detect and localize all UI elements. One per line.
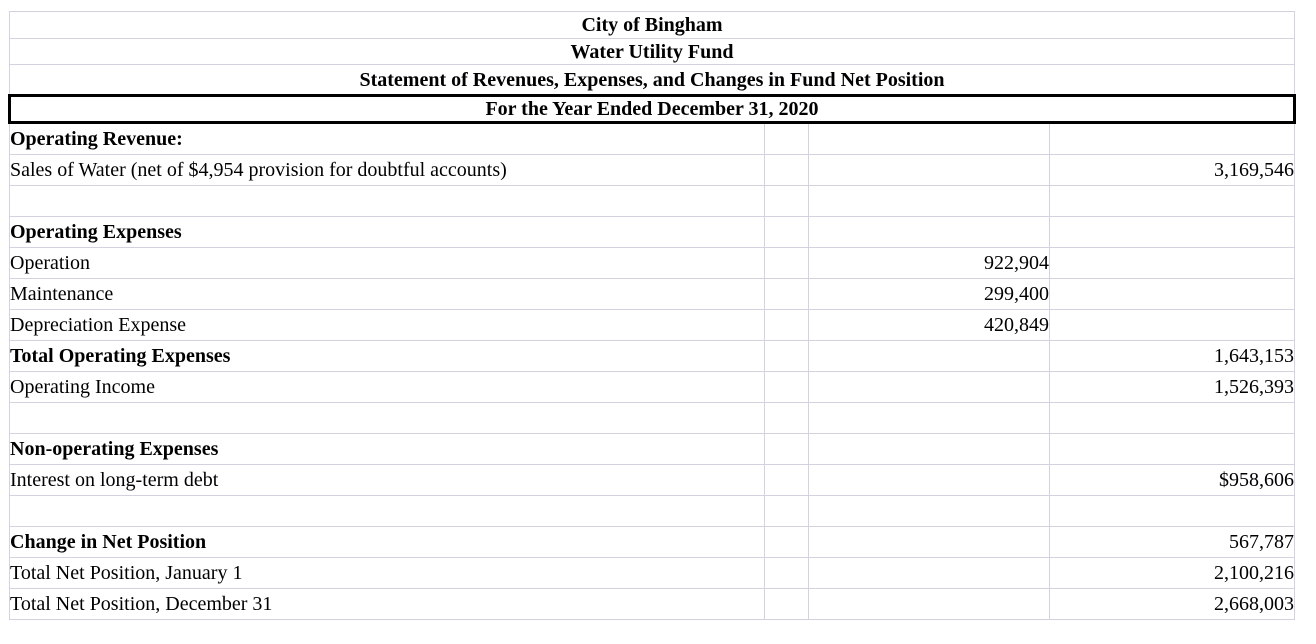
amount-cell-inner [808,154,1050,186]
row-blank [9,185,1295,217]
row-blank [9,402,1295,434]
row-label: Non-operating Expenses [9,433,765,465]
spacer-cell [764,216,809,248]
row-label: Interest on long-term debt [9,464,765,496]
amount-cell-outer: 567,787 [1049,526,1295,558]
spacer-cell [764,154,809,186]
row-total-operating-expenses: Total Operating Expenses 1,643,153 [9,340,1295,372]
amount-cell-inner [808,464,1050,496]
row-operating-expenses-header: Operating Expenses [9,216,1295,248]
title-row-fund: Water Utility Fund [9,38,1295,65]
row-operating-revenue-header: Operating Revenue: [9,122,1295,155]
row-depreciation-expense: Depreciation Expense 420,849 [9,309,1295,341]
row-interest-long-term-debt: Interest on long-term debt $958,606 [9,464,1295,496]
row-label: Total Net Position, January 1 [9,557,765,589]
spacer-cell [764,247,809,279]
amount-cell-inner [808,185,1050,217]
spacer-cell [764,402,809,434]
statement-table: City of Bingham Water Utility Fund State… [8,11,1296,620]
amount-cell-outer [1049,247,1295,279]
row-label: Depreciation Expense [9,309,765,341]
amount-cell-inner [808,557,1050,589]
amount-cell-outer [1049,278,1295,310]
row-label [9,185,765,217]
spacer-cell [764,371,809,403]
amount-cell-outer [1049,122,1295,155]
row-label [9,402,765,434]
spacer-cell [764,185,809,217]
amount-cell-inner [808,122,1050,155]
amount-cell-inner: 420,849 [808,309,1050,341]
spacer-cell [764,309,809,341]
row-blank [9,495,1295,527]
amount-cell-outer: 1,526,393 [1049,371,1295,403]
row-label: Operating Expenses [9,216,765,248]
title-row-entity: City of Bingham [9,11,1295,39]
amount-cell-outer: 1,643,153 [1049,340,1295,372]
row-label: Operating Revenue: [9,122,765,155]
amount-cell-outer: 2,668,003 [1049,588,1295,620]
row-maintenance: Maintenance 299,400 [9,278,1295,310]
amount-cell-inner [808,402,1050,434]
row-sales-of-water: Sales of Water (net of $4,954 provision … [9,154,1295,186]
spacer-cell [764,495,809,527]
amount-cell-outer [1049,495,1295,527]
amount-cell-inner: 922,904 [808,247,1050,279]
row-operation: Operation 922,904 [9,247,1295,279]
row-label [9,495,765,527]
entity-name: City of Bingham [9,11,1295,39]
amount-cell-outer: 2,100,216 [1049,557,1295,589]
row-label: Sales of Water (net of $4,954 provision … [9,154,765,186]
amount-cell-outer [1049,433,1295,465]
amount-cell-inner: 299,400 [808,278,1050,310]
amount-cell-inner [808,526,1050,558]
amount-cell-outer: 3,169,546 [1049,154,1295,186]
amount-cell-inner [808,433,1050,465]
amount-cell-outer [1049,309,1295,341]
statement-name: Statement of Revenues, Expenses, and Cha… [9,64,1295,96]
spacer-cell [764,340,809,372]
row-change-in-net-position: Change in Net Position 567,787 [9,526,1295,558]
spacer-cell [764,433,809,465]
row-label: Total Operating Expenses [9,340,765,372]
row-nonoperating-expenses-header: Non-operating Expenses [9,433,1295,465]
row-label: Change in Net Position [9,526,765,558]
amount-cell-outer [1049,402,1295,434]
row-label: Operating Income [9,371,765,403]
amount-cell-inner [808,216,1050,248]
statement-period: For the Year Ended December 31, 2020 [8,94,1296,124]
amount-cell-outer: $958,606 [1049,464,1295,496]
spacer-cell [764,122,809,155]
amount-cell-inner [808,588,1050,620]
spacer-cell [764,588,809,620]
fund-name: Water Utility Fund [9,38,1295,65]
spacer-cell [764,464,809,496]
row-label: Total Net Position, December 31 [9,588,765,620]
row-label: Maintenance [9,278,765,310]
title-row-period: For the Year Ended December 31, 2020 [8,94,1296,124]
row-total-net-position-december-31: Total Net Position, December 31 2,668,00… [9,588,1295,620]
spacer-cell [764,526,809,558]
title-row-statement: Statement of Revenues, Expenses, and Cha… [9,64,1295,96]
amount-cell-outer [1049,185,1295,217]
amount-cell-inner [808,495,1050,527]
spacer-cell [764,557,809,589]
row-operating-income: Operating Income 1,526,393 [9,371,1295,403]
spacer-cell [764,278,809,310]
row-total-net-position-january-1: Total Net Position, January 1 2,100,216 [9,557,1295,589]
amount-cell-outer [1049,216,1295,248]
row-label: Operation [9,247,765,279]
amount-cell-inner [808,340,1050,372]
amount-cell-inner [808,371,1050,403]
